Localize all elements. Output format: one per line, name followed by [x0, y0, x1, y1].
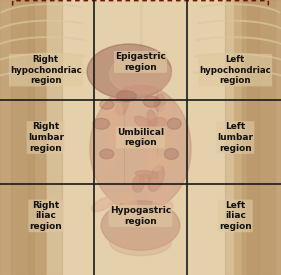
Bar [28, 0, 62, 275]
Ellipse shape [123, 197, 137, 212]
Ellipse shape [164, 148, 178, 159]
Ellipse shape [147, 110, 157, 129]
Ellipse shape [143, 96, 160, 107]
Bar [242, 0, 275, 275]
Text: Umbilical
region: Umbilical region [117, 128, 164, 147]
Ellipse shape [109, 203, 129, 217]
Ellipse shape [146, 150, 161, 170]
Ellipse shape [100, 100, 114, 109]
Text: Left
lumbar
region: Left lumbar region [217, 122, 253, 153]
Ellipse shape [135, 171, 158, 178]
Ellipse shape [117, 91, 136, 102]
Text: Right
lumbar
region: Right lumbar region [28, 122, 64, 153]
Bar [0, 0, 34, 275]
Text: Hypogastric
region: Hypogastric region [110, 206, 171, 226]
Ellipse shape [105, 152, 118, 167]
Ellipse shape [153, 186, 172, 198]
Ellipse shape [110, 55, 171, 94]
Ellipse shape [92, 196, 114, 212]
Ellipse shape [167, 118, 181, 129]
Text: Right
hypochondriac
region: Right hypochondriac region [10, 55, 82, 85]
Ellipse shape [134, 116, 155, 132]
Ellipse shape [153, 136, 179, 147]
Ellipse shape [139, 174, 151, 185]
Text: Left
iliac
region: Left iliac region [219, 201, 251, 231]
Ellipse shape [155, 94, 165, 111]
Ellipse shape [148, 166, 164, 191]
Ellipse shape [102, 102, 115, 119]
Ellipse shape [148, 156, 176, 171]
Bar [247, 0, 281, 275]
Ellipse shape [100, 149, 114, 159]
Ellipse shape [108, 103, 122, 128]
Ellipse shape [90, 85, 191, 212]
Text: Left
hypochondriac
region: Left hypochondriac region [199, 55, 271, 85]
Ellipse shape [87, 44, 171, 99]
Ellipse shape [101, 201, 180, 250]
Bar [225, 0, 259, 275]
FancyBboxPatch shape [48, 0, 233, 275]
Ellipse shape [133, 175, 144, 192]
Ellipse shape [93, 118, 110, 129]
Ellipse shape [110, 228, 171, 256]
Ellipse shape [153, 199, 173, 211]
Ellipse shape [111, 131, 135, 146]
Ellipse shape [106, 126, 120, 142]
Ellipse shape [147, 118, 166, 131]
Ellipse shape [149, 193, 161, 204]
Ellipse shape [155, 117, 167, 130]
Ellipse shape [159, 105, 173, 117]
Text: Epigastric
region: Epigastric region [115, 52, 166, 72]
Ellipse shape [115, 90, 129, 116]
Bar [11, 0, 45, 275]
Ellipse shape [163, 182, 174, 193]
Ellipse shape [121, 192, 133, 204]
Text: Right
iliac
region: Right iliac region [30, 201, 62, 231]
Ellipse shape [141, 134, 153, 145]
